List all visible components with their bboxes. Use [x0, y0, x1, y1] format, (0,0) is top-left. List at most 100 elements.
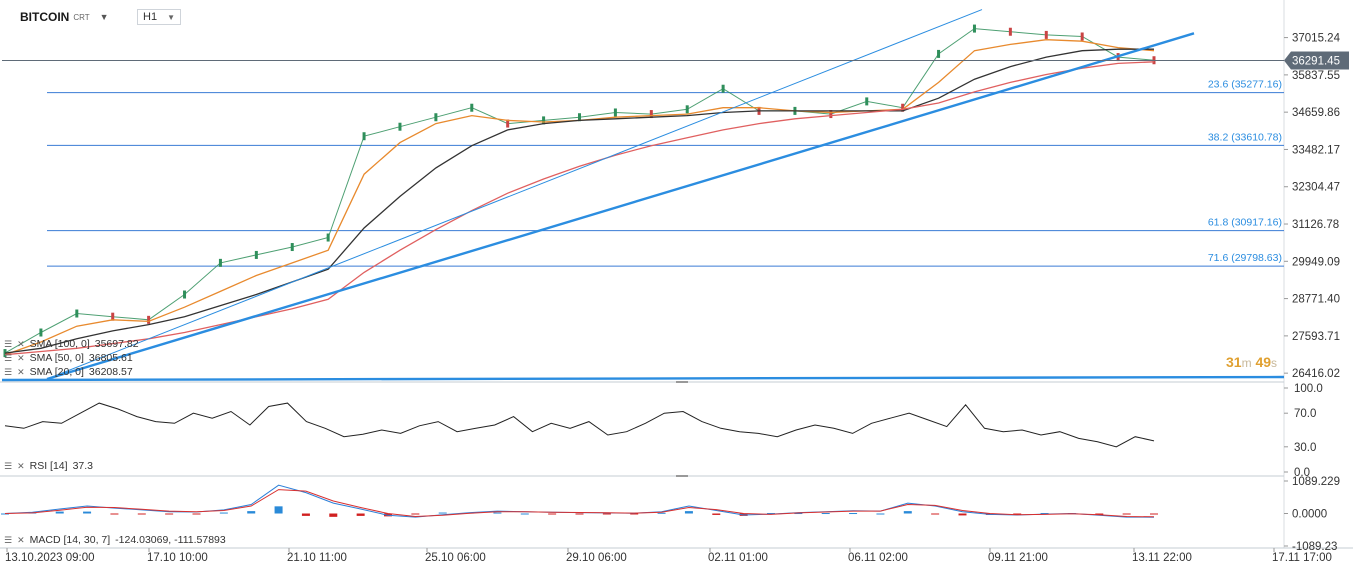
y-tick-label: 33482.17: [1292, 144, 1340, 156]
x-tick-label: 13.11 22:00: [1132, 552, 1192, 564]
macd-histogram-bar: [821, 513, 830, 515]
macd-histogram-bar: [192, 513, 201, 515]
rsi-tick-label: 30.0: [1294, 442, 1316, 454]
macd-signal-line: [4, 489, 1155, 518]
close-icon[interactable]: ✕: [17, 338, 25, 349]
chevron-down-icon: ▼: [167, 12, 175, 22]
legend-sma50[interactable]: ☰ ✕ SMA [50, 0] 36805.61: [4, 352, 133, 364]
candle: [75, 309, 79, 318]
macd-histogram-bar: [1, 513, 9, 515]
close-icon[interactable]: ✕: [17, 366, 25, 377]
current-price-label: 36291.45: [1292, 56, 1340, 68]
candle: [147, 315, 151, 324]
legend-rsi-value: 37.3: [72, 460, 93, 472]
menu-icon: ☰: [4, 534, 13, 545]
legend-sma20-label: SMA [20, 0]: [29, 366, 84, 378]
x-tick-label: 17.11 17:00: [1272, 552, 1332, 564]
macd-histogram-bar: [903, 511, 912, 514]
timer-minutes: 31: [1226, 354, 1242, 370]
macd-histogram-bar: [1150, 513, 1158, 515]
support-line: [1, 375, 1285, 382]
x-tick-label: 25.10 06:00: [425, 552, 486, 564]
legend-sma100[interactable]: ☰ ✕ SMA [100, 0] 35697.82: [4, 338, 139, 350]
macd-histogram-bar: [247, 511, 256, 514]
x-tick-label: 29.10 06:00: [566, 552, 627, 564]
macd-histogram-bar: [520, 513, 529, 515]
candle: [1044, 30, 1048, 39]
candle: [398, 122, 402, 131]
fib-level-label: 61.8 (30917.16): [1208, 217, 1282, 229]
y-tick-label: 26416.02: [1292, 368, 1340, 380]
close-icon[interactable]: ✕: [17, 460, 25, 471]
macd-histogram-bar: [55, 511, 64, 514]
candle: [1008, 27, 1012, 36]
legend-sma50-value: 36805.61: [88, 352, 133, 364]
candle: [937, 49, 941, 58]
symbol-name: BITCOIN: [20, 10, 70, 24]
candle: [218, 258, 222, 267]
candle: [865, 97, 869, 106]
rsi-tick-label: 100.0: [1294, 383, 1323, 395]
macd-histogram-bar: [602, 513, 611, 515]
candle: [290, 243, 294, 252]
fib-level-label: 23.6 (35277.16): [1208, 79, 1282, 91]
timeframe-select[interactable]: H1 ▼: [137, 9, 181, 25]
x-tick-label: 13.10.2023 09:00: [5, 552, 95, 564]
fib-level-label: 71.6 (29798.63): [1208, 252, 1282, 264]
macd-histogram-bar: [329, 513, 338, 517]
fib-level-label: 38.2 (33610.78): [1208, 131, 1282, 143]
candle: [183, 290, 187, 299]
legend-macd[interactable]: ☰ ✕ MACD [14, 30, 7] -124.03069, -111.57…: [4, 534, 226, 546]
symbol-type: CRT: [73, 12, 90, 22]
macd-histogram-bar: [1122, 513, 1131, 515]
macd-histogram-bar: [356, 513, 365, 516]
trendline-upper: [46, 9, 983, 380]
macd-histogram-bar: [301, 513, 310, 516]
candle: [434, 113, 438, 122]
timer-s-unit: s: [1271, 356, 1278, 370]
macd-histogram-bar: [794, 513, 803, 515]
legend-rsi[interactable]: ☰ ✕ RSI [14] 37.3: [4, 460, 93, 472]
menu-icon: ☰: [4, 338, 13, 349]
legend-sma20-value: 36208.57: [88, 366, 133, 378]
macd-histogram-bar: [137, 513, 146, 515]
macd-histogram-bar: [411, 513, 420, 515]
macd-histogram-bar: [630, 513, 639, 515]
legend-sma50-label: SMA [50, 0]: [29, 352, 84, 364]
symbol-selector[interactable]: BITCOIN CRT ▼: [20, 10, 109, 24]
macd-histogram-bar: [1040, 513, 1049, 515]
rsi-tick-label: 70.0: [1294, 408, 1316, 420]
close-icon[interactable]: ✕: [17, 534, 25, 545]
x-tick-label: 02.11 01:00: [708, 552, 768, 564]
y-tick-label: 28771.40: [1292, 294, 1340, 306]
candle-timer: 31m 49s: [1226, 354, 1277, 370]
rsi-tick-label: 0.0: [1294, 467, 1310, 479]
macd-histogram-bar: [767, 513, 775, 515]
x-tick-label: 09.11 21:00: [988, 552, 1048, 564]
panel-resize-handle: [676, 381, 688, 383]
candle: [254, 250, 258, 259]
x-tick-label: 17.10 10:00: [147, 552, 208, 564]
candle: [39, 328, 43, 337]
macd-histogram-bar: [274, 506, 283, 514]
candle: [613, 108, 617, 117]
macd-histogram-bar: [657, 512, 666, 514]
current-price-badge: [1284, 51, 1349, 70]
legend-macd-label: MACD [14, 30, 7]: [29, 534, 111, 546]
macd-histogram-bar: [493, 512, 502, 514]
close-icon[interactable]: ✕: [17, 352, 25, 363]
candle: [506, 119, 510, 128]
chevron-down-icon: ▼: [99, 12, 109, 22]
candle: [972, 24, 976, 33]
macd-histogram-bar: [165, 513, 174, 515]
candle: [649, 110, 653, 119]
y-tick-label: 35837.55: [1292, 70, 1340, 82]
timeframe-value: H1: [143, 11, 158, 23]
y-tick-label: 37015.24: [1292, 33, 1341, 45]
macd-histogram-bar: [83, 511, 92, 514]
panel-resize-handle: [676, 475, 688, 477]
macd-histogram-bar: [712, 513, 721, 515]
legend-sma20[interactable]: ☰ ✕ SMA [20, 0] 36208.57: [4, 366, 133, 378]
trendline-main: [46, 32, 1195, 381]
